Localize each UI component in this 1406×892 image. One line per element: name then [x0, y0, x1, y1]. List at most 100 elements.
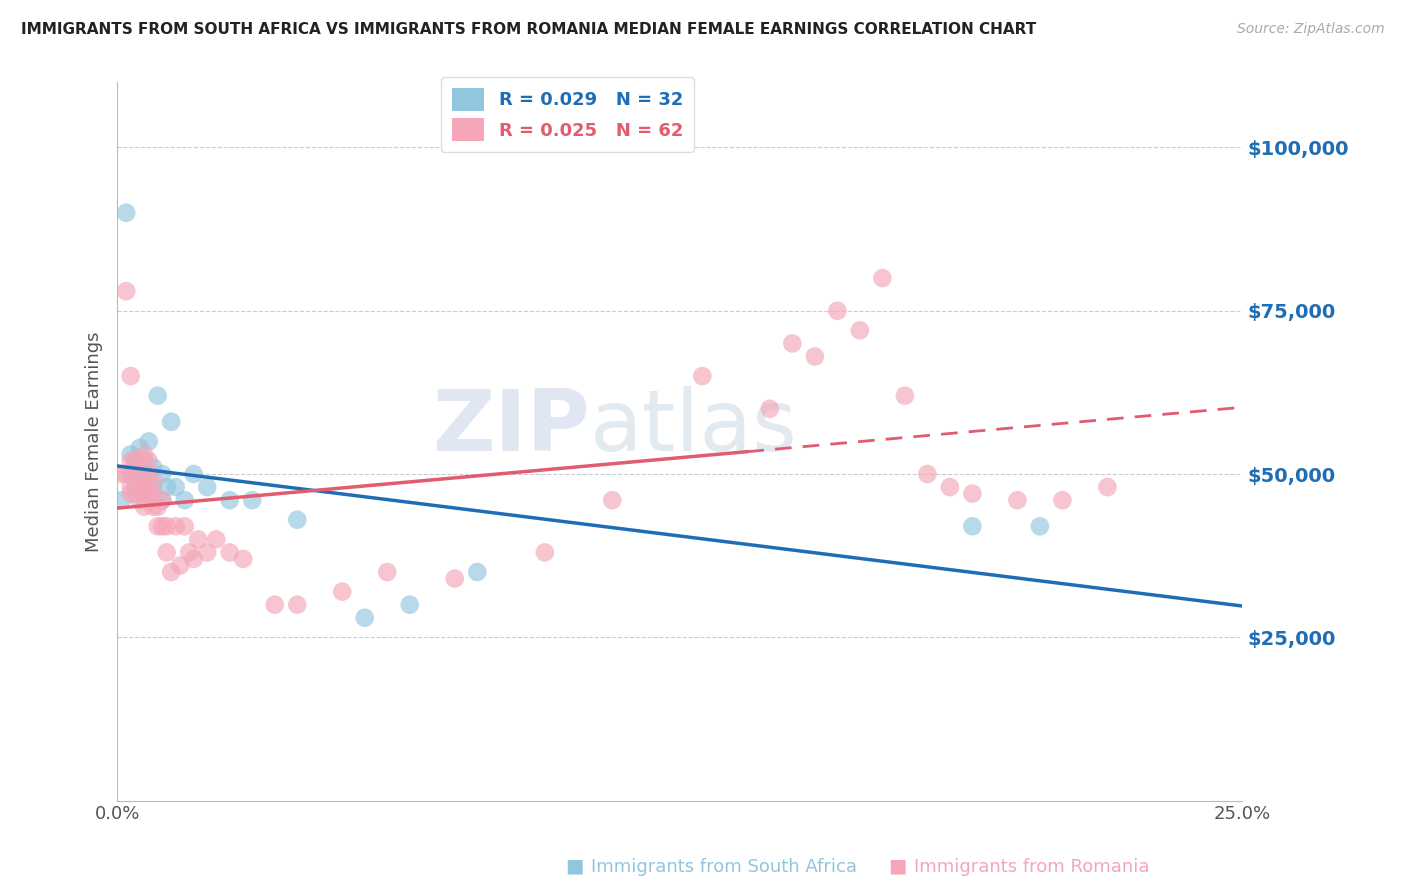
Point — [917, 467, 939, 481]
Point — [120, 486, 142, 500]
Point — [124, 454, 146, 468]
Point — [134, 486, 156, 500]
Point — [939, 480, 962, 494]
Point — [533, 545, 555, 559]
Point — [142, 500, 165, 514]
Point — [156, 519, 179, 533]
Point — [187, 533, 209, 547]
Point — [138, 486, 160, 500]
Point — [124, 480, 146, 494]
Text: Immigrants from Romania: Immigrants from Romania — [914, 858, 1149, 876]
Point — [330, 584, 353, 599]
Text: IMMIGRANTS FROM SOUTH AFRICA VS IMMIGRANTS FROM ROMANIA MEDIAN FEMALE EARNINGS C: IMMIGRANTS FROM SOUTH AFRICA VS IMMIGRAN… — [21, 22, 1036, 37]
Point — [134, 480, 156, 494]
Point — [1052, 493, 1074, 508]
Point — [160, 565, 183, 579]
Point — [128, 474, 150, 488]
Point — [120, 480, 142, 494]
Point — [128, 493, 150, 508]
Point — [150, 519, 173, 533]
Point — [134, 447, 156, 461]
Point — [124, 467, 146, 481]
Point — [111, 493, 134, 508]
Point — [146, 500, 169, 514]
Point — [183, 552, 205, 566]
Point — [398, 598, 420, 612]
Point — [128, 480, 150, 494]
Point — [465, 565, 488, 579]
Point — [150, 493, 173, 508]
Point — [183, 467, 205, 481]
Point — [353, 611, 375, 625]
Point — [111, 467, 134, 481]
Point — [173, 493, 195, 508]
Point — [169, 558, 191, 573]
Point — [804, 350, 827, 364]
Point — [128, 441, 150, 455]
Point — [218, 493, 240, 508]
Point — [692, 369, 714, 384]
Point — [134, 454, 156, 468]
Point — [115, 284, 138, 298]
Point — [263, 598, 285, 612]
Point — [179, 545, 201, 559]
Point — [138, 467, 160, 481]
Point — [124, 486, 146, 500]
Text: Immigrants from South Africa: Immigrants from South Africa — [591, 858, 856, 876]
Point — [156, 480, 179, 494]
Point — [962, 486, 984, 500]
Point — [115, 467, 138, 481]
Point — [120, 454, 142, 468]
Point — [142, 460, 165, 475]
Point — [120, 467, 142, 481]
Point — [375, 565, 398, 579]
Y-axis label: Median Female Earnings: Median Female Earnings — [86, 331, 103, 551]
Point — [1097, 480, 1119, 494]
Point — [124, 454, 146, 468]
Point — [138, 480, 160, 494]
Text: ■: ■ — [889, 857, 907, 876]
Point — [146, 389, 169, 403]
Point — [160, 415, 183, 429]
Point — [165, 480, 187, 494]
Point — [134, 500, 156, 514]
Point — [195, 480, 218, 494]
Point — [150, 493, 173, 508]
Point — [962, 519, 984, 533]
Point — [115, 206, 138, 220]
Legend: R = 0.029   N = 32, R = 0.025   N = 62: R = 0.029 N = 32, R = 0.025 N = 62 — [441, 77, 693, 153]
Point — [138, 434, 160, 449]
Point — [128, 467, 150, 481]
Point — [150, 467, 173, 481]
Point — [285, 513, 308, 527]
Text: atlas: atlas — [589, 385, 797, 468]
Point — [1029, 519, 1052, 533]
Point — [600, 493, 623, 508]
Point — [827, 303, 849, 318]
Point — [146, 519, 169, 533]
Point — [443, 572, 465, 586]
Point — [128, 454, 150, 468]
Point — [142, 474, 165, 488]
Point — [120, 447, 142, 461]
Point — [1007, 493, 1029, 508]
Text: ■: ■ — [565, 857, 583, 876]
Point — [240, 493, 263, 508]
Point — [165, 519, 187, 533]
Point — [759, 401, 782, 416]
Point — [138, 454, 160, 468]
Point — [128, 460, 150, 475]
Point — [285, 598, 308, 612]
Point — [138, 467, 160, 481]
Point — [872, 271, 894, 285]
Point — [205, 533, 228, 547]
Point — [232, 552, 254, 566]
Point — [142, 480, 165, 494]
Point — [142, 486, 165, 500]
Point — [782, 336, 804, 351]
Text: ZIP: ZIP — [432, 385, 589, 468]
Point — [849, 323, 872, 337]
Point — [218, 545, 240, 559]
Point — [173, 519, 195, 533]
Point — [195, 545, 218, 559]
